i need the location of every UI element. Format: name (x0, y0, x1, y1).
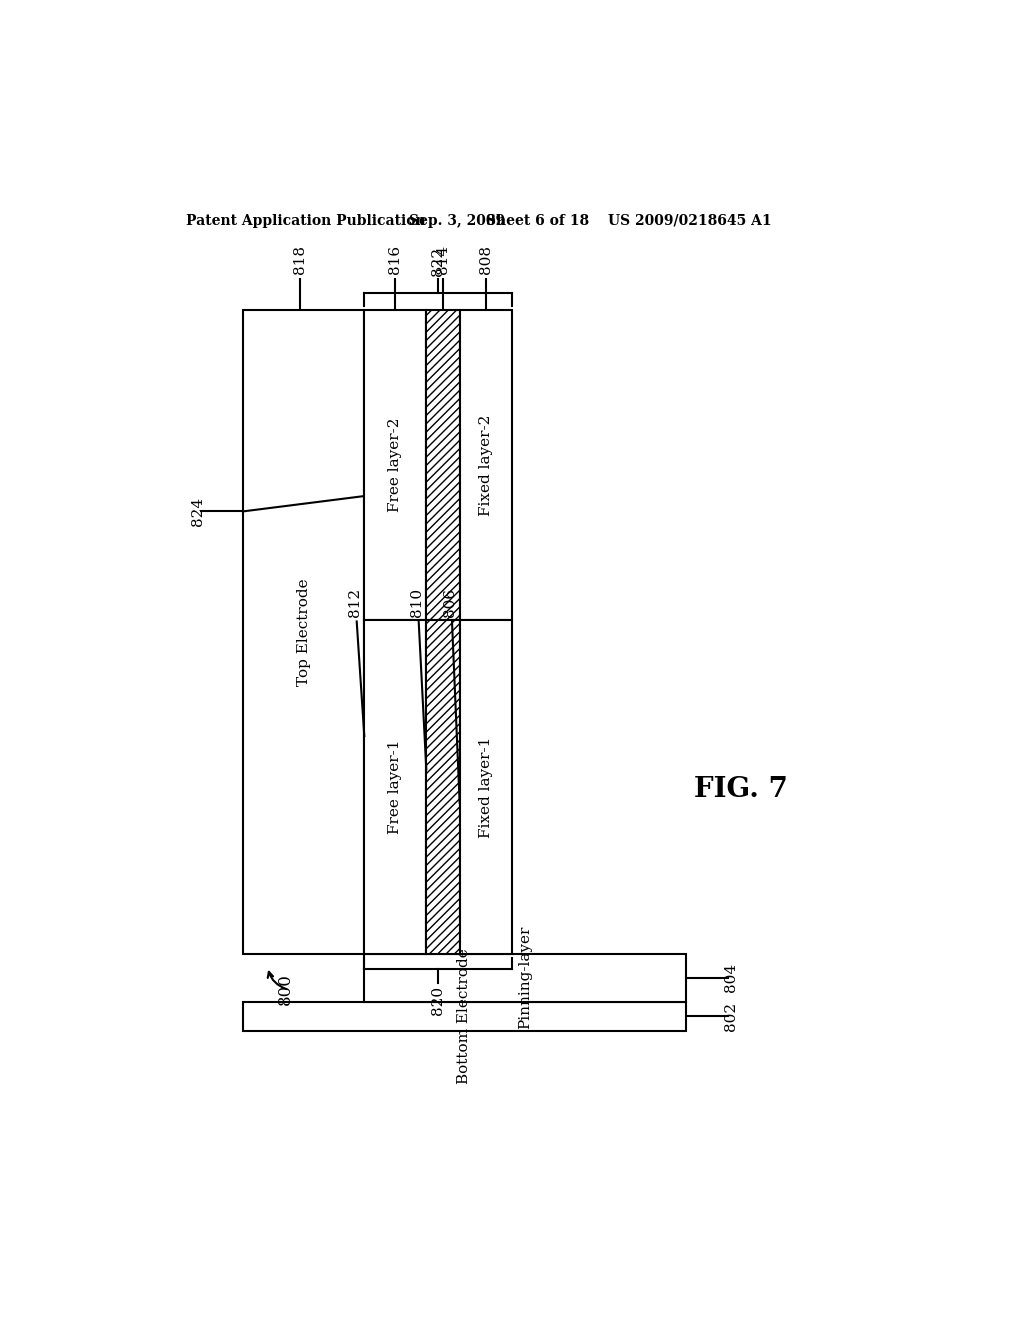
Text: Free layer-1: Free layer-1 (388, 739, 402, 834)
Text: Bottom Electrode: Bottom Electrode (458, 948, 471, 1084)
Text: 816: 816 (388, 244, 402, 275)
Bar (365, 954, 686, 1002)
Text: 824: 824 (190, 496, 205, 525)
Text: 802: 802 (724, 1002, 738, 1031)
Text: Patent Application Publication: Patent Application Publication (186, 214, 426, 228)
Bar (365, 310, 426, 620)
Bar (243, 1002, 686, 1031)
Text: Fixed layer-2: Fixed layer-2 (478, 414, 493, 516)
Text: 822: 822 (431, 247, 445, 276)
Bar (460, 620, 512, 954)
Text: US 2009/0218645 A1: US 2009/0218645 A1 (608, 214, 772, 228)
Bar (365, 620, 426, 954)
Bar (426, 310, 460, 620)
Text: FIG. 7: FIG. 7 (693, 776, 787, 804)
Text: 810: 810 (410, 589, 424, 618)
Text: Pinning-layer: Pinning-layer (518, 927, 532, 1030)
Text: 814: 814 (436, 244, 450, 275)
Text: Top Electrode: Top Electrode (297, 578, 310, 686)
Text: 800: 800 (276, 974, 294, 1006)
Text: 820: 820 (431, 986, 445, 1015)
Text: Free layer-2: Free layer-2 (388, 418, 402, 512)
Text: 808: 808 (478, 246, 493, 275)
Bar (243, 310, 365, 954)
Bar (460, 310, 512, 620)
Text: Sep. 3, 2009: Sep. 3, 2009 (410, 214, 506, 228)
Text: Sheet 6 of 18: Sheet 6 of 18 (486, 214, 589, 228)
Text: 804: 804 (724, 964, 738, 993)
Text: 806: 806 (443, 589, 458, 618)
Text: 812: 812 (348, 587, 362, 616)
Text: Fixed layer-1: Fixed layer-1 (478, 737, 493, 838)
Text: 818: 818 (293, 246, 306, 275)
Bar (426, 620, 460, 954)
